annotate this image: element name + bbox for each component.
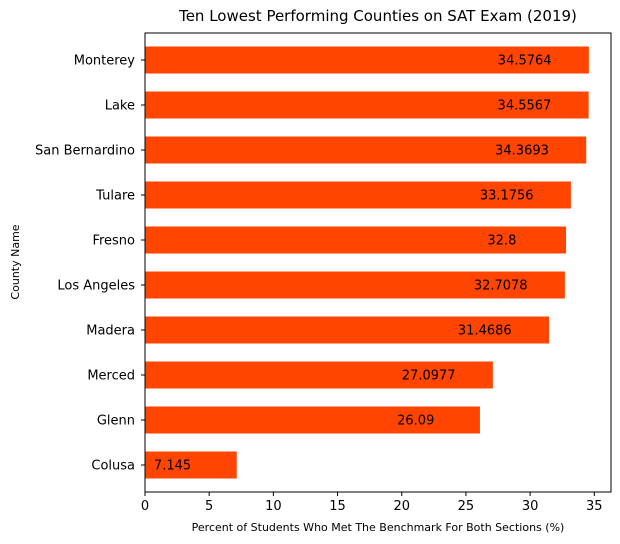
data-label-tulare: 33.1756 xyxy=(480,189,534,204)
x-axis-ticks: 0 5 10 15 20 25 30 35 xyxy=(141,492,603,514)
bar-madera xyxy=(145,316,549,344)
bar-los-angeles xyxy=(145,271,565,299)
data-label-fresno: 32.8 xyxy=(487,234,516,249)
y-tick-label-lake: Lake xyxy=(105,99,135,114)
x-tick-label-30: 30 xyxy=(522,499,539,514)
chart-title: Ten Lowest Performing Counties on SAT Ex… xyxy=(178,7,577,25)
x-tick-label-35: 35 xyxy=(586,499,603,514)
x-axis-label: Percent of Students Who Met The Benchmar… xyxy=(192,521,565,534)
x-tick-label-10: 10 xyxy=(265,499,282,514)
data-label-los-angeles: 32.7078 xyxy=(474,279,528,294)
bar-tulare xyxy=(145,181,571,209)
bar-merced xyxy=(145,361,493,389)
y-tick-label-monterey: Monterey xyxy=(74,54,136,69)
data-label-madera: 31.4686 xyxy=(458,324,512,339)
bar-monterey xyxy=(145,46,589,74)
data-label-glenn: 26.09 xyxy=(397,414,434,429)
data-label-san-bernardino: 34.3693 xyxy=(495,144,549,159)
y-tick-label-colusa: Colusa xyxy=(91,459,135,474)
data-label-monterey: 34.5764 xyxy=(498,54,552,69)
data-labels: 7.145 26.09 27.0977 31.4686 32.7078 32.8 33.17… xyxy=(154,54,552,474)
y-axis-label: County Name xyxy=(9,224,22,299)
y-tick-label-merced: Merced xyxy=(87,369,135,384)
data-label-merced: 27.0977 xyxy=(402,369,456,384)
x-tick-label-25: 25 xyxy=(458,499,475,514)
y-tick-label-los-angeles: Los Angeles xyxy=(57,279,135,294)
bar-glenn xyxy=(145,406,480,434)
y-tick-label-glenn: Glenn xyxy=(97,414,135,429)
x-tick-label-0: 0 xyxy=(141,499,149,514)
x-tick-label-5: 5 xyxy=(205,499,213,514)
y-tick-label-san-bernardino: San Bernardino xyxy=(35,144,135,159)
bar-colusa xyxy=(145,451,237,479)
plot-frame xyxy=(144,32,612,493)
bar-fresno xyxy=(145,226,567,254)
bar-san-bernardino xyxy=(145,136,587,164)
y-tick-label-madera: Madera xyxy=(86,324,135,339)
x-tick-label-15: 15 xyxy=(329,499,346,514)
bars xyxy=(145,46,589,479)
data-label-lake: 34.5567 xyxy=(498,99,552,114)
data-label-colusa: 7.145 xyxy=(154,459,191,474)
y-tick-label-tulare: Tulare xyxy=(95,189,135,204)
y-axis-ticks: Colusa Glenn Merced Madera Los Angeles Fresno… xyxy=(35,54,145,474)
x-tick-label-20: 20 xyxy=(393,499,410,514)
bar-lake xyxy=(145,91,589,119)
y-tick-label-fresno: Fresno xyxy=(92,234,135,249)
